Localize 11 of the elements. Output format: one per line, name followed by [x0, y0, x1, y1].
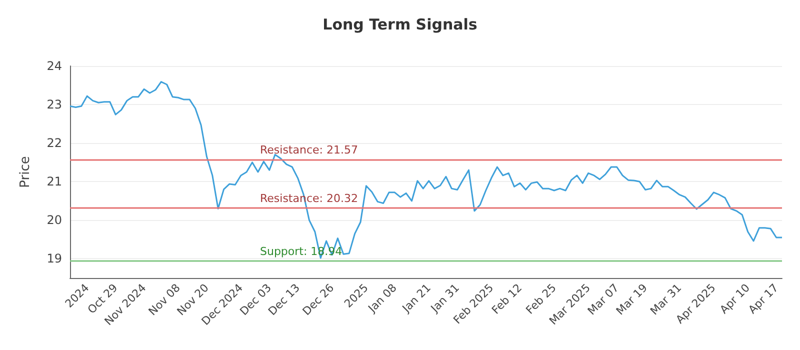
line-series: [69, 81, 783, 259]
ref-line-label: Resistance: 21.57: [260, 144, 358, 157]
y-tick-label: 21: [46, 174, 62, 189]
y-tick-label: 20: [46, 213, 62, 228]
y-axis-title: Price: [18, 156, 33, 188]
y-tick-label: 24: [46, 59, 62, 73]
y-tick-label: 22: [46, 136, 62, 150]
y-tick-label: 19: [46, 252, 62, 266]
chart-title: Long Term Signals: [322, 16, 478, 34]
x-tick-label: Dec 26: [300, 281, 337, 318]
y-tick-label: 23: [46, 98, 62, 112]
